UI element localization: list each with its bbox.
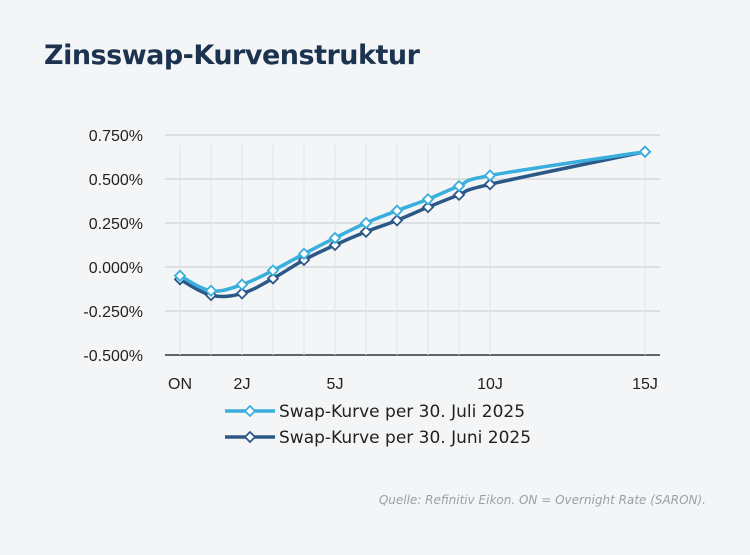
data-point-marker bbox=[359, 225, 373, 239]
legend-label: Swap-Kurve per 30. Juli 2025 bbox=[279, 402, 525, 422]
y-tick-label: 0.250% bbox=[89, 216, 143, 233]
series-line bbox=[179, 149, 646, 293]
data-point-marker bbox=[328, 238, 342, 252]
x-tick-label: 10J bbox=[477, 376, 503, 393]
y-tick-label: 0.500% bbox=[89, 172, 143, 189]
source-note: Quelle: Refinitiv Eikon. ON = Overnight … bbox=[378, 493, 706, 507]
data-point-marker bbox=[173, 269, 187, 283]
data-point-marker bbox=[204, 284, 218, 298]
data-point-marker bbox=[452, 188, 466, 202]
data-point-marker bbox=[235, 278, 249, 291]
data-point-marker bbox=[421, 200, 435, 214]
data-point-marker bbox=[235, 287, 249, 300]
y-tick-label: 0.750% bbox=[89, 128, 143, 145]
legend-marker bbox=[243, 404, 257, 418]
data-point-marker bbox=[266, 264, 280, 277]
y-tick-label: 0.000% bbox=[89, 260, 143, 277]
legend-label: Swap-Kurve per 30. Juni 2025 bbox=[279, 428, 531, 448]
data-point-marker bbox=[483, 178, 497, 191]
data-point-marker bbox=[421, 192, 435, 206]
data-point-marker bbox=[390, 204, 404, 217]
x-tick-label: 15J bbox=[632, 376, 658, 393]
data-point-marker bbox=[638, 145, 652, 158]
data-point-marker bbox=[359, 216, 373, 230]
chart-title: Zinsswap-Kurvenstruktur bbox=[44, 40, 420, 71]
x-tick-label: ON bbox=[168, 376, 192, 393]
data-point-marker bbox=[452, 179, 466, 193]
data-point-marker bbox=[266, 272, 280, 285]
x-tick-label: 2J bbox=[234, 376, 251, 393]
data-point-marker bbox=[297, 247, 311, 261]
data-point-marker bbox=[328, 231, 342, 245]
legend-item: Swap-Kurve per 30. Juli 2025 bbox=[225, 402, 525, 422]
legend-marker bbox=[243, 430, 257, 444]
y-tick-label: -0.250% bbox=[83, 304, 143, 321]
x-tick-label: 5J bbox=[327, 376, 344, 393]
data-point-marker bbox=[390, 214, 404, 227]
series-line bbox=[179, 150, 646, 299]
data-point-marker bbox=[483, 169, 497, 182]
y-tick-label: -0.500% bbox=[83, 348, 143, 365]
legend-item: Swap-Kurve per 30. Juni 2025 bbox=[225, 428, 531, 448]
